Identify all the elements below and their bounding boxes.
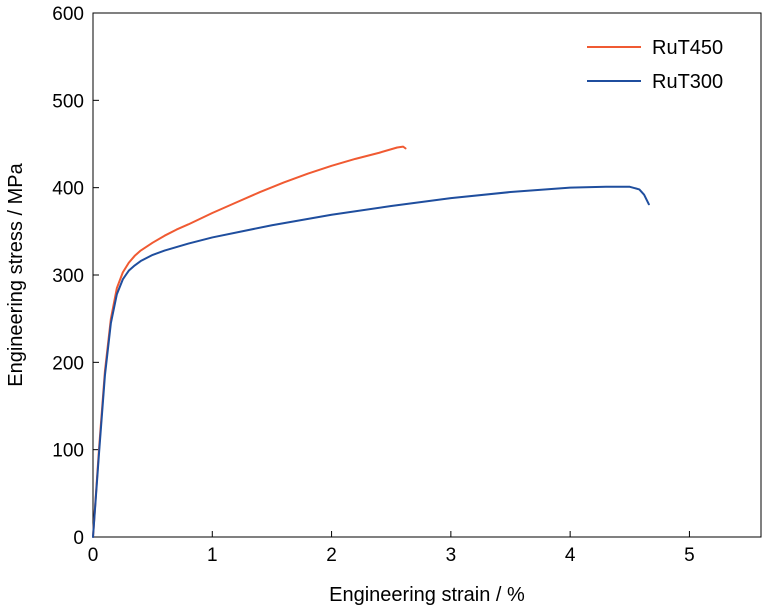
x-tick-label: 5 (684, 545, 695, 566)
x-tick-label: 4 (565, 545, 576, 566)
y-tick-label: 300 (52, 266, 84, 287)
y-tick-label: 200 (52, 353, 84, 374)
y-axis-title: Engineering stress / MPa (5, 162, 27, 386)
y-axis-ticks: 0 100 200 300 400 500 600 (52, 4, 99, 549)
legend: RuT450 RuT300 (587, 37, 723, 93)
x-axis-ticks: 0 1 2 3 4 5 (88, 531, 695, 566)
legend-label-rut300: RuT300 (652, 71, 723, 93)
y-tick-label: 400 (52, 179, 84, 200)
legend-label-rut450: RuT450 (652, 37, 723, 59)
series-line-rut450 (92, 145, 407, 538)
series-layer (92, 145, 650, 538)
y-tick-label: 500 (52, 91, 84, 112)
y-tick-label: 0 (73, 528, 84, 549)
y-tick-label: 600 (52, 4, 84, 25)
x-axis-title: Engineering strain / % (329, 584, 525, 606)
y-tick-label: 100 (52, 441, 84, 462)
x-tick-label: 0 (88, 545, 99, 566)
x-tick-label: 3 (446, 545, 457, 566)
x-tick-label: 2 (326, 545, 337, 566)
x-tick-label: 1 (207, 545, 218, 566)
series-line-rut300 (92, 185, 650, 538)
